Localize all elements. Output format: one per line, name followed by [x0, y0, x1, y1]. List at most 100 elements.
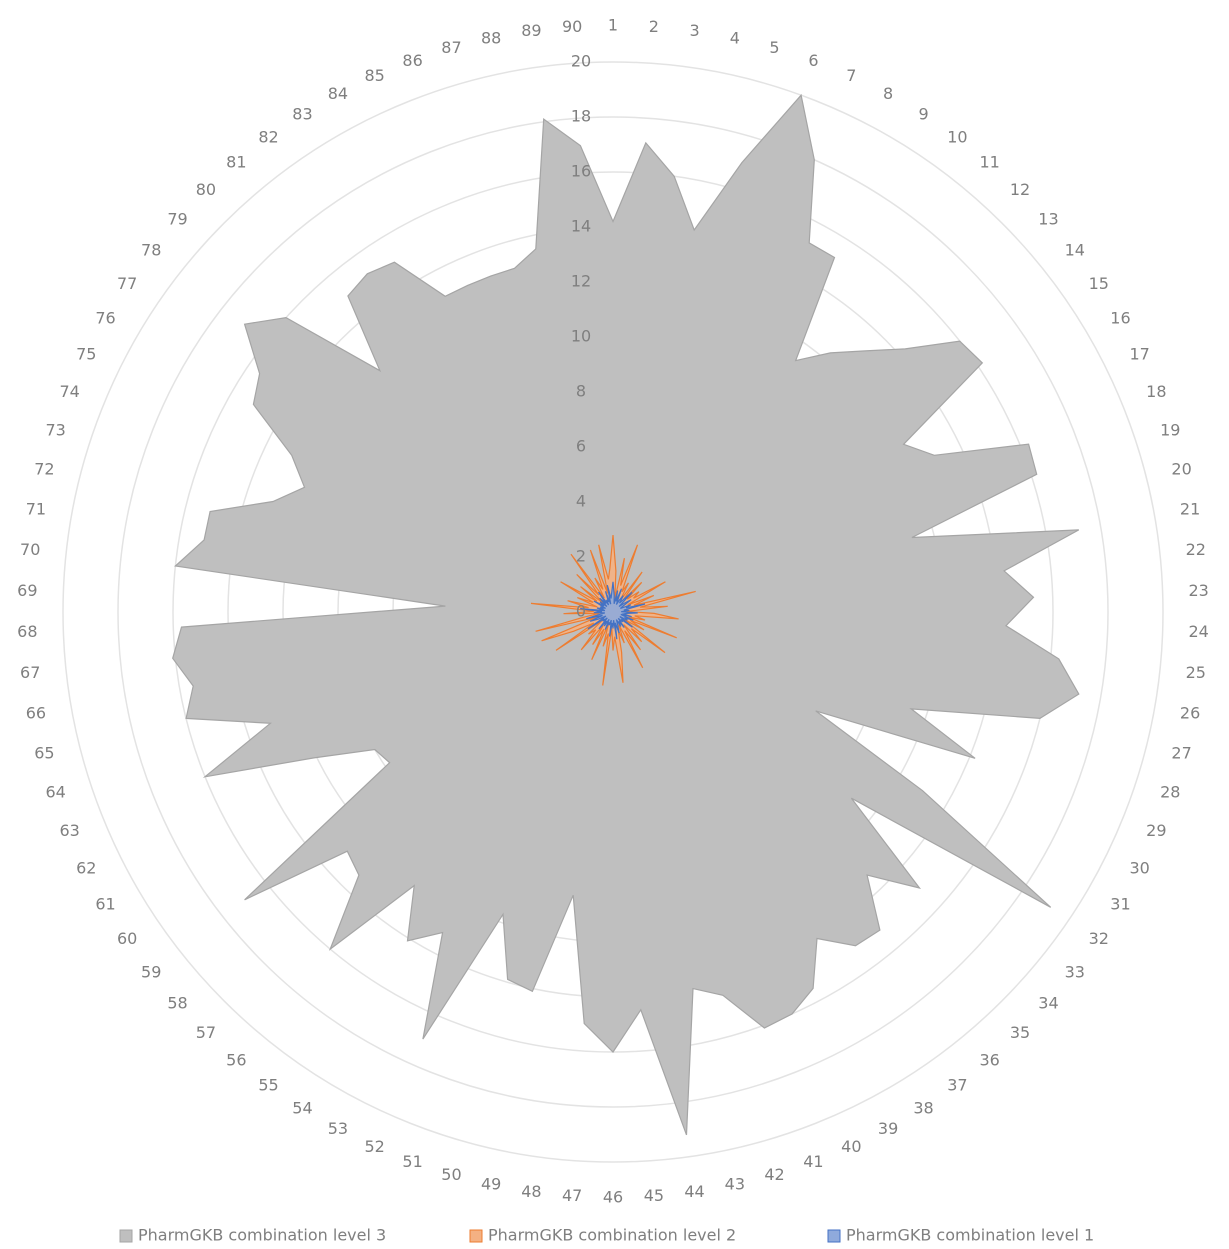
- r-tick-label: 16: [571, 162, 591, 181]
- r-tick-label: 6: [576, 437, 586, 456]
- r-tick-label: 0: [576, 602, 586, 621]
- category-label: 66: [26, 703, 46, 722]
- category-label: 59: [141, 962, 161, 981]
- category-label: 21: [1180, 500, 1200, 519]
- category-label: 28: [1160, 783, 1180, 802]
- r-tick-label: 10: [571, 327, 591, 346]
- category-label: 12: [1010, 180, 1030, 199]
- category-label: 69: [17, 581, 37, 600]
- category-label: 22: [1186, 540, 1206, 559]
- category-label: 17: [1130, 345, 1150, 364]
- category-label: 5: [769, 38, 779, 57]
- category-label: 88: [481, 28, 501, 47]
- legend-label: PharmGKB combination level 2: [488, 1226, 736, 1245]
- category-label: 79: [167, 209, 187, 228]
- category-label: 55: [258, 1076, 278, 1095]
- category-label: 25: [1186, 663, 1206, 682]
- plot-area: [172, 93, 1080, 1136]
- category-label: 77: [117, 274, 137, 293]
- category-label: 83: [292, 105, 312, 124]
- category-label: 29: [1146, 821, 1166, 840]
- category-label: 20: [1171, 460, 1191, 479]
- category-label: 45: [644, 1186, 664, 1205]
- category-label: 24: [1188, 622, 1208, 641]
- category-label: 47: [562, 1186, 582, 1205]
- category-label: 23: [1188, 581, 1208, 600]
- category-label: 70: [20, 540, 40, 559]
- category-label: 27: [1171, 743, 1191, 762]
- category-label: 30: [1130, 858, 1150, 877]
- category-label: 90: [562, 17, 582, 36]
- category-label: 52: [364, 1137, 384, 1156]
- category-label: 76: [95, 309, 115, 328]
- category-label: 36: [979, 1050, 999, 1069]
- category-label: 38: [913, 1098, 933, 1117]
- category-label: 18: [1146, 382, 1166, 401]
- category-label: 73: [46, 420, 66, 439]
- category-label: 8: [883, 84, 893, 103]
- grid-ring: [117, 116, 1109, 1108]
- category-label: 65: [34, 743, 54, 762]
- category-label: 61: [95, 895, 115, 914]
- category-label: 6: [808, 51, 818, 70]
- category-label: 39: [878, 1119, 898, 1138]
- category-label: 10: [947, 127, 967, 146]
- category-label: 3: [689, 21, 699, 40]
- category-label: 50: [441, 1165, 461, 1184]
- category-label: 82: [258, 127, 278, 146]
- category-label: 53: [328, 1119, 348, 1138]
- legend-swatch: [119, 1229, 133, 1243]
- category-label: 85: [364, 66, 384, 85]
- category-label: 2: [649, 17, 659, 36]
- legend-label: PharmGKB combination level 3: [138, 1226, 386, 1245]
- category-label: 74: [59, 382, 79, 401]
- r-tick-label: 4: [576, 492, 586, 511]
- category-label: 31: [1110, 895, 1130, 914]
- legend-label: PharmGKB combination level 1: [846, 1226, 1094, 1245]
- category-label: 62: [76, 858, 96, 877]
- grid-ring: [62, 61, 1164, 1163]
- category-label: 4: [730, 28, 740, 47]
- category-label: 43: [725, 1175, 745, 1194]
- category-label: 34: [1038, 994, 1058, 1013]
- category-label: 1: [608, 16, 618, 35]
- category-label: 54: [292, 1098, 312, 1117]
- category-label: 14: [1065, 241, 1085, 260]
- category-label: 15: [1089, 274, 1109, 293]
- r-tick-label: 20: [571, 52, 591, 71]
- category-label: 9: [918, 105, 928, 124]
- category-label: 41: [803, 1152, 823, 1171]
- category-label: 35: [1010, 1023, 1030, 1042]
- category-label: 67: [20, 663, 40, 682]
- category-label: 68: [17, 622, 37, 641]
- category-label: 33: [1065, 962, 1085, 981]
- category-label: 58: [167, 994, 187, 1013]
- category-label: 44: [684, 1182, 704, 1201]
- category-label: 64: [46, 783, 66, 802]
- category-label: 32: [1089, 929, 1109, 948]
- legend-swatch: [827, 1229, 841, 1243]
- category-label: 75: [76, 345, 96, 364]
- category-label: 37: [947, 1076, 967, 1095]
- category-label: 40: [841, 1137, 861, 1156]
- category-label: 7: [846, 66, 856, 85]
- category-label: 13: [1038, 209, 1058, 228]
- category-label: 78: [141, 241, 161, 260]
- category-label: 16: [1110, 309, 1130, 328]
- r-tick-label: 18: [571, 107, 591, 126]
- legend: PharmGKB combination level 3 PharmGKB com…: [119, 1226, 1094, 1245]
- r-tick-label: 12: [571, 272, 591, 291]
- legend-swatch: [469, 1229, 483, 1243]
- category-label: 81: [226, 153, 246, 172]
- category-label: 89: [521, 21, 541, 40]
- radar-area: [580, 581, 646, 640]
- category-label: 42: [764, 1165, 784, 1184]
- category-label: 46: [603, 1188, 623, 1207]
- category-label: 51: [402, 1152, 422, 1171]
- category-label: 56: [226, 1050, 246, 1069]
- category-label: 26: [1180, 703, 1200, 722]
- r-tick-label: 14: [571, 217, 591, 236]
- category-label: 63: [59, 821, 79, 840]
- category-label: 19: [1160, 420, 1180, 439]
